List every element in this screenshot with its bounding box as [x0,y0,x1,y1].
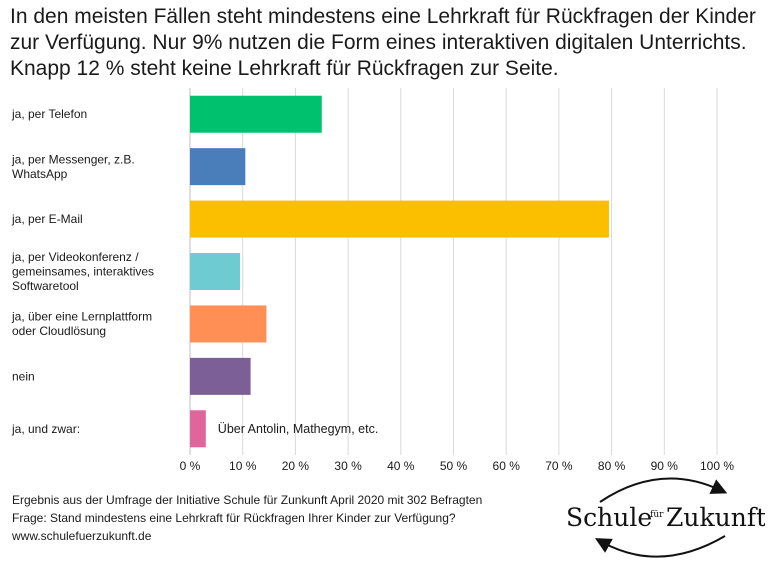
bar [190,200,609,238]
x-tick-label: 50 % [440,459,468,473]
x-tick-label: 90 % [651,459,679,473]
bar [190,253,241,290]
logo-word-schule: Schule [566,503,652,532]
logo-word-fuer: für [650,510,664,520]
category-label: ja, über eine Lernplattform [11,310,152,324]
bar [190,357,251,395]
bar [190,95,322,133]
x-tick-label: 0 % [180,459,201,473]
x-tick-label: 80 % [598,459,626,473]
x-tick-label: 10 % [229,459,257,473]
bar-chart: 0 % 10 % 20 % 30 % 40 % 50 % 60 % 70 % 80 % 90 % 1… [11,88,734,473]
category-label: WhatsApp [12,167,68,181]
logo-arrow-bottom [594,535,726,558]
category-label: ja, und zwar: [11,422,80,436]
footer-question: Frage: Stand mindestens eine Lehrkraft f… [12,511,456,525]
x-tick-label: 30 % [334,459,362,473]
x-tick-label: 100 % [700,459,734,473]
x-tick-label: 40 % [387,459,415,473]
logo: Schule für Zukunft [566,477,765,558]
logo-arrow-top [599,477,728,503]
logo-word-zukunft: Zukunft [666,503,765,532]
bar [190,148,246,186]
bar-annotation: Über Antolin, Mathegym, etc. [218,422,379,436]
category-label: oder Cloudlösung [12,324,106,338]
bar [190,410,206,448]
category-label: ja, per Telefon [11,107,87,121]
bar [190,305,267,343]
x-tick-label: 70 % [545,459,573,473]
category-label: Softwaretool [12,279,79,293]
category-label: ja, per Messenger, z.B. [11,152,135,166]
category-label: gemeinsames, interaktives [12,265,154,279]
category-label: ja, per E-Mail [11,212,83,226]
footer-website: www.schulefuerzukunft.de [12,529,152,543]
category-label: ja, per Videokonferenz / [11,250,139,264]
footer-source: Ergebnis aus der Umfrage der Initiative … [12,493,483,507]
footer: Ergebnis aus der Umfrage der Initiative … [12,491,482,545]
x-tick-label: 20 % [282,459,310,473]
chart-title: In den meisten Fällen steht mindestens e… [10,5,756,80]
category-label: nein [12,369,35,383]
x-tick-label: 60 % [493,459,521,473]
